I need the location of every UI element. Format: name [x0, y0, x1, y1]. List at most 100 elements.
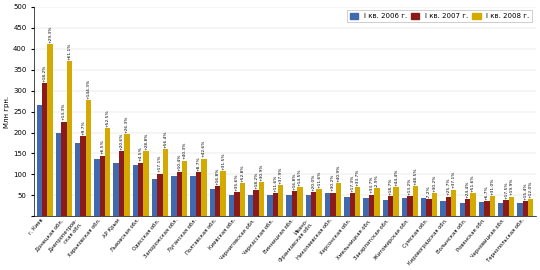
Bar	[138, 163, 144, 217]
Text: +16.8%: +16.8%	[293, 172, 296, 190]
Text: +16.8%: +16.8%	[215, 167, 220, 184]
Bar	[523, 201, 528, 217]
Bar	[86, 100, 91, 217]
Bar	[509, 197, 514, 217]
Text: +12.0%: +12.0%	[529, 180, 532, 198]
Bar	[42, 83, 48, 217]
Bar	[278, 185, 284, 217]
Bar	[446, 197, 451, 217]
Text: +11.6%: +11.6%	[273, 174, 278, 192]
Bar	[157, 174, 163, 217]
Text: +48.5%: +48.5%	[413, 167, 417, 185]
Bar	[56, 133, 61, 217]
Text: +14.5%: +14.5%	[298, 168, 302, 186]
Text: +35.6%: +35.6%	[235, 173, 239, 191]
Bar	[240, 183, 245, 217]
Bar	[220, 171, 226, 217]
Bar	[316, 189, 322, 217]
Bar	[234, 192, 240, 217]
Text: +18.7%: +18.7%	[389, 178, 393, 195]
Bar	[325, 193, 330, 217]
Text: +4.5%: +4.5%	[139, 147, 143, 161]
Text: +11.6%: +11.6%	[317, 171, 321, 188]
Bar	[105, 128, 110, 217]
Bar	[440, 201, 445, 217]
Bar	[259, 182, 264, 217]
Text: +19.9%: +19.9%	[509, 178, 514, 195]
Text: +10.4%: +10.4%	[177, 154, 181, 171]
Text: +17.5%: +17.5%	[504, 181, 508, 199]
Bar	[451, 190, 456, 217]
Bar	[407, 196, 413, 217]
Bar	[355, 187, 360, 217]
Bar	[75, 143, 80, 217]
Text: +30.2%: +30.2%	[331, 174, 335, 191]
Bar	[528, 199, 534, 217]
Text: +18.2%: +18.2%	[254, 172, 258, 189]
Bar	[297, 187, 302, 217]
Bar	[215, 186, 220, 217]
Text: +37.1%: +37.1%	[452, 171, 456, 188]
Text: +18.2%: +18.2%	[43, 64, 46, 82]
Bar	[182, 161, 187, 217]
Text: +44.4%: +44.4%	[394, 168, 398, 186]
Text: +24.4%: +24.4%	[465, 180, 470, 198]
Text: +9.7%: +9.7%	[81, 120, 85, 135]
Bar	[152, 179, 157, 217]
Bar	[460, 202, 465, 217]
Text: +56.4%: +56.4%	[164, 130, 167, 148]
Bar	[484, 201, 489, 217]
Text: +13.3%: +13.3%	[62, 103, 66, 120]
Bar	[273, 193, 278, 217]
Bar	[100, 156, 105, 217]
Text: +26.3%: +26.3%	[125, 116, 129, 133]
Bar	[421, 198, 427, 217]
Bar	[80, 136, 86, 217]
Text: +61.1%: +61.1%	[68, 43, 71, 60]
Bar	[267, 195, 273, 217]
Text: +42.6%: +42.6%	[202, 140, 206, 157]
Text: +30.2%: +30.2%	[433, 175, 436, 192]
Bar	[292, 191, 297, 217]
Bar	[503, 200, 509, 217]
Text: +33.7%: +33.7%	[369, 176, 374, 193]
Bar	[248, 195, 253, 217]
Bar	[133, 165, 138, 217]
Bar	[432, 193, 437, 217]
Text: +20.0%: +20.0%	[312, 173, 316, 191]
Text: +17.1%: +17.1%	[158, 155, 162, 172]
Bar	[306, 195, 311, 217]
Bar	[470, 193, 476, 217]
Text: +51.6%: +51.6%	[471, 175, 475, 192]
Bar	[479, 202, 484, 217]
Text: -2.9%: -2.9%	[375, 174, 379, 187]
Text: +31.5%: +31.5%	[221, 152, 225, 170]
Text: +28.8%: +28.8%	[144, 132, 148, 150]
Text: +20.6%: +20.6%	[119, 133, 124, 150]
Bar	[61, 122, 66, 217]
Text: +40.3%: +40.3%	[183, 142, 187, 159]
Bar	[37, 105, 42, 217]
Text: +25.7%: +25.7%	[447, 178, 450, 195]
Bar	[517, 203, 523, 217]
Bar	[498, 202, 503, 217]
Bar	[374, 188, 380, 217]
Bar	[393, 187, 399, 217]
Text: +31.0%: +31.0%	[490, 178, 494, 195]
Bar	[177, 172, 182, 217]
Bar	[144, 151, 149, 217]
Text: +144.3%: +144.3%	[86, 78, 91, 99]
Text: -7.2%: -7.2%	[427, 185, 431, 198]
Bar	[465, 199, 470, 217]
Text: +52.8%: +52.8%	[240, 164, 244, 182]
Bar	[287, 195, 292, 217]
Bar	[402, 198, 407, 217]
Bar	[229, 195, 234, 217]
Bar	[201, 158, 206, 217]
Bar	[311, 192, 316, 217]
Bar	[124, 134, 130, 217]
Bar	[48, 45, 53, 217]
Bar	[349, 193, 355, 217]
Bar	[253, 190, 259, 217]
Bar	[210, 189, 215, 217]
